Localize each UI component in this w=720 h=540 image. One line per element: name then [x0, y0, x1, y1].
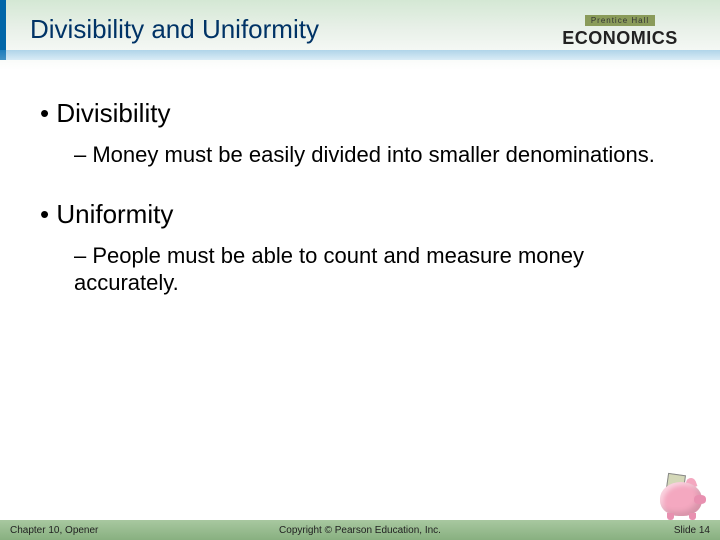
bullet-uniformity: Uniformity — [40, 199, 680, 230]
piggy-bank-icon: $ — [651, 472, 706, 520]
bullet-divisibility: Divisibility — [40, 98, 680, 129]
footer-bar: Chapter 10, Opener Copyright © Pearson E… — [0, 520, 720, 540]
bullet-uniformity-detail: People must be able to count and measure… — [74, 242, 680, 297]
footer-slide-number: Slide 14 — [477, 525, 710, 536]
header-accent-bar — [0, 50, 720, 60]
brand-logo: Prentice Hall ECONOMICS — [540, 10, 700, 49]
bullet-divisibility-detail: Money must be easily divided into smalle… — [74, 141, 680, 169]
slide-title: Divisibility and Uniformity — [30, 14, 319, 45]
logo-main-text: ECONOMICS — [540, 28, 700, 49]
footer-chapter: Chapter 10, Opener — [10, 525, 243, 536]
logo-brand-text: Prentice Hall — [585, 15, 655, 26]
footer-copyright: Copyright © Pearson Education, Inc. — [243, 525, 476, 536]
slide-content: Divisibility Money must be easily divide… — [40, 90, 680, 327]
